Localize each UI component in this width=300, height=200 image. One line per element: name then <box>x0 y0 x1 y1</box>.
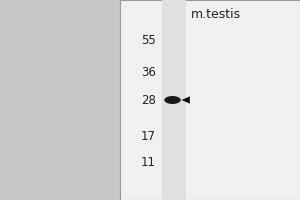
Text: 11: 11 <box>141 156 156 168</box>
Text: m.testis: m.testis <box>191 8 241 21</box>
Ellipse shape <box>164 96 181 104</box>
Text: 17: 17 <box>141 130 156 142</box>
Bar <box>162 0 186 200</box>
Text: 55: 55 <box>141 33 156 46</box>
Polygon shape <box>182 96 190 104</box>
Text: 36: 36 <box>141 66 156 78</box>
Bar <box>120 0 300 200</box>
Text: 28: 28 <box>141 94 156 106</box>
